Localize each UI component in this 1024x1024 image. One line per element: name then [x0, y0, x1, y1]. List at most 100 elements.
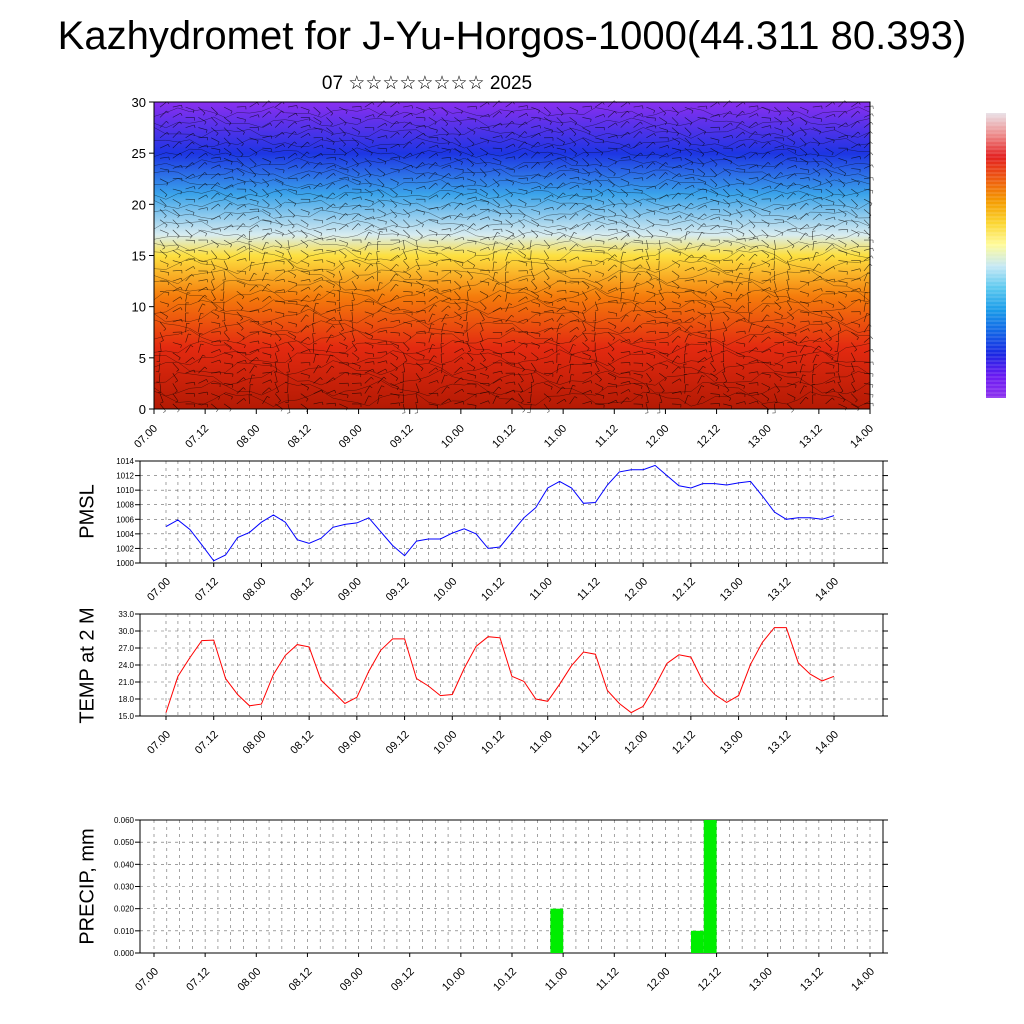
temp-ytick-label: 15.0 [118, 712, 134, 721]
temp-xtick-label: 09.00 [336, 729, 364, 757]
colorbar [986, 113, 1006, 398]
precip-xtick-label: 08.00 [235, 966, 263, 994]
precip-xtick-label: 12.12 [696, 966, 724, 994]
heatmap-xtick-label: 12.00 [644, 423, 672, 451]
pmsl-xtick-label: 10.00 [431, 576, 459, 604]
pmsl-grid [140, 460, 883, 564]
pmsl-series-line [165, 464, 835, 562]
heatmap-contours [153, 106, 871, 408]
heatmap-ytick-label: 5 [139, 351, 146, 366]
pmsl-xtick-label: 11.12 [575, 576, 602, 603]
heatmap-field [154, 102, 870, 409]
heatmap-xtick-label: 11.00 [542, 423, 569, 450]
pmsl-xtick-label: 11.00 [527, 576, 554, 603]
precip-xtick-label: 13.00 [747, 966, 775, 994]
temp-xtick-label: 12.00 [622, 729, 650, 757]
precip-grid [140, 819, 883, 954]
temp-series-line [165, 627, 835, 714]
precip-xtick-label: 10.00 [440, 966, 468, 994]
heatmap-xtick-label: 14.00 [848, 423, 876, 451]
chart-subtitle: 07 ☆☆☆☆☆☆☆☆ 2025 [321, 73, 533, 94]
precip-ytick-label: 0.040 [114, 860, 135, 869]
precip-ytick-label: 0.020 [114, 905, 135, 914]
precip-xtick-label: 07.00 [133, 966, 161, 994]
precip-ytick-label: 0.060 [114, 816, 135, 825]
precip-xtick-label: 12.00 [645, 966, 673, 994]
pmsl-ytick-label: 1000 [116, 559, 134, 568]
temp-xtick-label: 11.12 [575, 729, 602, 756]
pmsl-xtick-label: 13.00 [718, 576, 746, 604]
pmsl-xtick-label: 12.12 [670, 576, 698, 604]
pmsl-ytick-label: 1002 [116, 544, 134, 553]
pmsl-ytick-label: 1010 [116, 486, 134, 495]
pmsl-xtick-label: 09.12 [384, 576, 412, 604]
heatmap-ytick-label: 15 [132, 249, 146, 264]
precip-xtick-label: 11.12 [594, 966, 621, 993]
temp-xtick-label: 14.00 [813, 729, 841, 757]
temp-xtick-label: 11.00 [527, 729, 554, 756]
temp-grid [140, 613, 883, 717]
heatmap-xtick-label: 09.00 [337, 423, 365, 451]
heatmap-ytick-label: 25 [132, 146, 146, 161]
heatmap-xtick-label: 10.00 [439, 423, 467, 451]
pmsl-xtick-label: 09.00 [336, 576, 364, 604]
heatmap-xtick-label: 13.00 [746, 423, 774, 451]
temp-ytick-label: 30.0 [118, 627, 134, 636]
pmsl-xtick-label: 07.00 [145, 576, 173, 604]
temp-ytick-label: 18.0 [118, 695, 134, 704]
temp-xtick-label: 07.12 [193, 729, 221, 757]
precip-xtick-label: 08.12 [287, 966, 315, 994]
pmsl-xtick-label: 07.12 [193, 576, 221, 604]
chart-title: Kazhydromet for J-Yu-Horgos-1000(44.311 … [57, 14, 967, 58]
temp-xtick-label: 08.12 [288, 729, 316, 757]
pmsl-xtick-label: 10.12 [479, 576, 507, 604]
temp-xtick-label: 10.00 [431, 729, 459, 757]
precip-xtick-label: 11.00 [543, 966, 570, 993]
precip-ytick-label: 0.010 [114, 927, 135, 936]
temp-ytick-label: 24.0 [118, 661, 134, 670]
heatmap-ytick-label: 30 [132, 95, 146, 110]
temp-ytick-label: 27.0 [118, 644, 134, 653]
pmsl-xtick-label: 08.00 [241, 576, 269, 604]
precip-xtick-label: 10.12 [491, 966, 519, 994]
precip-bar [691, 930, 704, 953]
temp-ytick-label: 21.0 [118, 678, 134, 687]
precip-bar [550, 908, 564, 953]
temp-xtick-label: 08.00 [241, 729, 269, 757]
precip-ytick-label: 0.000 [114, 949, 135, 958]
pmsl-frame [139, 460, 884, 564]
heatmap-xtick-label: 09.12 [388, 423, 416, 451]
heatmap-xtick-label: 07.00 [132, 423, 160, 451]
heatmap-ytick-label: 10 [132, 300, 146, 315]
temp-ytick-label: 33.0 [118, 610, 134, 619]
precip-xtick-label: 09.00 [338, 966, 366, 994]
pmsl-xtick-label: 08.12 [288, 576, 316, 604]
pmsl-ytick-label: 1004 [116, 530, 134, 539]
precip-xtick-label: 13.12 [798, 966, 826, 994]
temp-xtick-label: 10.12 [479, 729, 507, 757]
heatmap-xtick-label: 12.12 [695, 423, 723, 451]
precip-xtick-label: 07.12 [184, 966, 212, 994]
temp-xtick-label: 13.12 [765, 729, 793, 757]
pmsl-ytick-label: 1006 [116, 515, 134, 524]
heatmap-ytick-label: 20 [132, 197, 146, 212]
pmsl-ytick-label: 1008 [116, 501, 134, 510]
precip-xtick-label: 14.00 [849, 966, 877, 994]
temp-xtick-label: 07.00 [145, 729, 173, 757]
pmsl-ytick-label: 1014 [116, 457, 134, 466]
temp-xtick-label: 12.12 [670, 729, 698, 757]
precip-xtick-label: 09.12 [389, 966, 417, 994]
heatmap-xtick-label: 08.12 [286, 423, 314, 451]
pmsl-ytick-label: 1012 [116, 472, 134, 481]
temp-xtick-label: 09.12 [384, 729, 412, 757]
heatmap-xtick-label: 13.12 [797, 423, 825, 451]
pmsl-xtick-label: 14.00 [813, 576, 841, 604]
temp-xtick-label: 13.00 [718, 729, 746, 757]
heatmap-xtick-label: 10.12 [490, 423, 518, 451]
pmsl-xtick-label: 13.12 [765, 576, 793, 604]
heatmap-xtick-label: 08.00 [234, 423, 262, 451]
heatmap-xtick-label: 11.12 [593, 423, 620, 450]
pmsl-xtick-label: 12.00 [622, 576, 650, 604]
heatmap-ytick-label: 0 [139, 402, 146, 417]
